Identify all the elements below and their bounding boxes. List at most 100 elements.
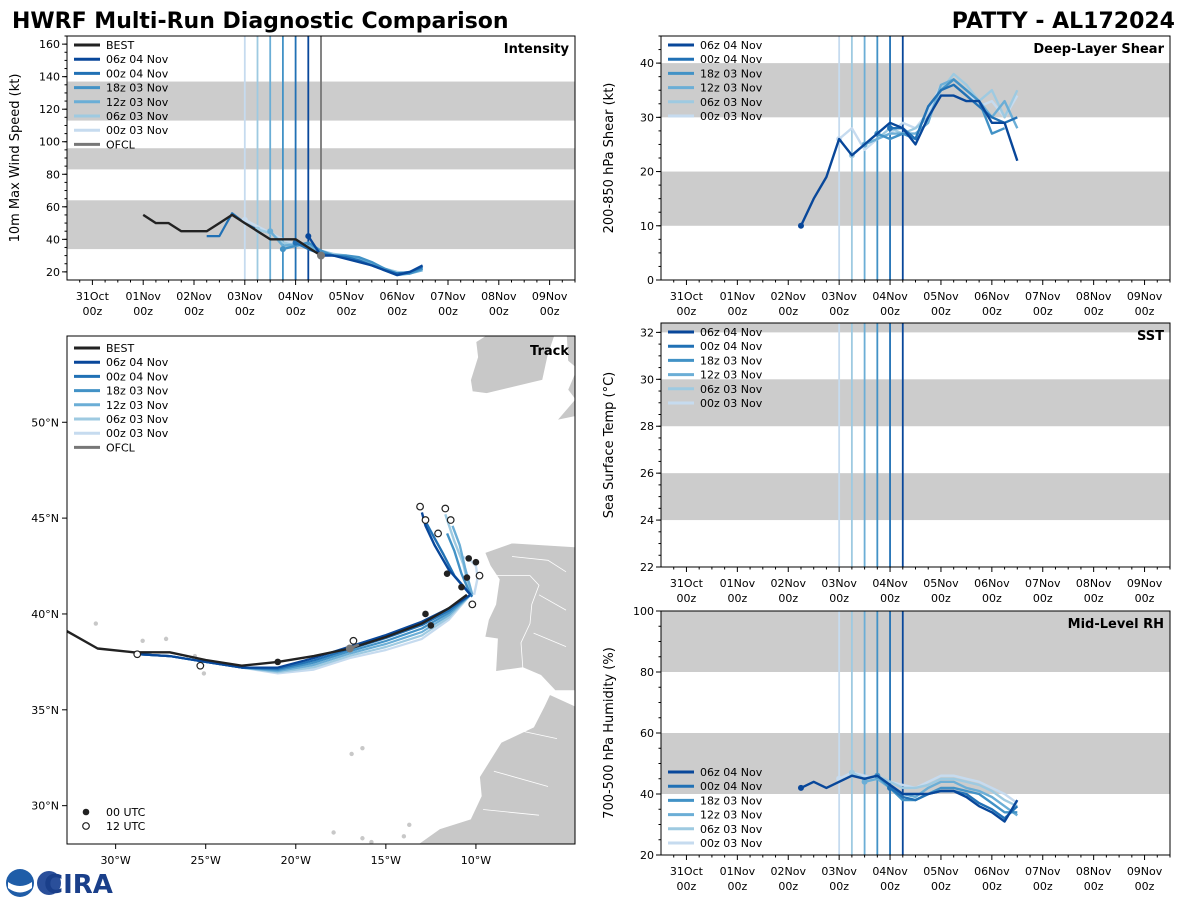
- track-ytick-label: 30°N: [31, 800, 59, 813]
- sst-plot-area: [661, 323, 1170, 567]
- intensity-xtick-label: 02Nov: [176, 290, 212, 303]
- intensity-xtick-hour: 00z: [83, 305, 103, 318]
- island-shape: [93, 621, 99, 626]
- sst-xtick-hour: 00z: [778, 592, 798, 605]
- shear-xtick-label: 07Nov: [1025, 290, 1061, 303]
- track-point-00utc: [458, 583, 465, 591]
- border-line: [493, 770, 549, 787]
- intensity-xtick-hour: 00z: [438, 305, 458, 318]
- track-point-12utc: [475, 571, 484, 580]
- sst-ytick-label: 22: [640, 561, 654, 574]
- shear-xtick-label: 04Nov: [872, 290, 908, 303]
- border-line: [495, 575, 540, 668]
- shear-series-line: [799, 94, 1019, 227]
- track-point-12utc: [434, 529, 442, 538]
- rh-ytick-label: 100: [633, 605, 654, 618]
- shear-ytick-label: 40: [640, 57, 654, 70]
- track-legend-label: OFCL: [106, 441, 136, 454]
- shear-band: [661, 63, 1170, 118]
- shear-xtick-hour: 00z: [982, 305, 1002, 318]
- dot-legend-filled-marker: [82, 808, 90, 816]
- sst-xtick-hour: 00z: [1033, 592, 1053, 605]
- intensity-xtick-hour: 00z: [133, 305, 153, 318]
- rh-ytick-label: 60: [640, 727, 654, 740]
- rh-xtick-label: 05Nov: [923, 865, 959, 878]
- rh-band: [661, 611, 1170, 672]
- track-ytick-label: 50°N: [31, 416, 59, 429]
- shear-ytick-label: 10: [640, 220, 654, 233]
- rh-xtick-hour: 00z: [778, 880, 798, 893]
- track-legend-label: 06z 03 Nov: [106, 413, 169, 426]
- shear-xtick-label: 03Nov: [821, 290, 857, 303]
- sst-xtick-label: 03Nov: [821, 577, 857, 590]
- rh-xtick-label: 03Nov: [821, 865, 857, 878]
- rh-legend-label: 18z 03 Nov: [700, 794, 763, 807]
- intensity-series-start-point: [305, 233, 312, 240]
- track-point-12utc: [421, 516, 430, 524]
- rh-xtick-hour: 00z: [982, 880, 1002, 893]
- dot-legend-open-label: 12 UTC: [106, 820, 146, 833]
- sst-xtick-hour: 00z: [829, 592, 849, 605]
- track-run-line: [451, 525, 474, 596]
- intensity-ytick-label: 40: [46, 233, 60, 246]
- track-ofcl-point: [345, 644, 354, 653]
- sst-legend-label: 06z 04 Nov: [700, 326, 763, 339]
- track-point-00utc: [274, 658, 282, 666]
- track-run-line: [445, 532, 472, 596]
- rh-ylabel: 700-500 hPa Humidity (%): [602, 647, 617, 819]
- sst-xtick-label: 07Nov: [1025, 577, 1061, 590]
- track-title: Track: [530, 344, 569, 359]
- intensity-legend-label: 06z 04 Nov: [106, 53, 169, 66]
- intensity-xtick-hour: 00z: [337, 305, 357, 318]
- track-legend-label: BEST: [106, 342, 134, 355]
- rh-xtick-label: 06Nov: [974, 865, 1010, 878]
- sst-xtick-hour: 00z: [727, 592, 747, 605]
- rh-xtick-hour: 00z: [1033, 880, 1053, 893]
- rh-series-line: [876, 774, 1018, 814]
- sst-xtick-label: 06Nov: [974, 577, 1010, 590]
- intensity-series-start-point: [267, 228, 274, 235]
- intensity-series-start-point: [279, 246, 286, 253]
- island-shape: [401, 834, 407, 839]
- sst-xtick-hour: 00z: [677, 592, 697, 605]
- intensity-ytick-label: 80: [46, 168, 60, 181]
- track-point-00utc: [465, 555, 473, 562]
- shear-xtick-hour: 00z: [829, 305, 849, 318]
- intensity-ytick-label: 140: [39, 71, 60, 84]
- sst-ytick-label: 32: [640, 326, 654, 339]
- track-xtick-label: 30°W: [100, 854, 130, 867]
- track-point-00utc: [443, 570, 451, 578]
- rh-series-start-point: [861, 778, 868, 785]
- shear-legend-label: 00z 03 Nov: [700, 110, 763, 123]
- rh-xtick-hour: 00z: [1084, 880, 1104, 893]
- sst-ytick-label: 30: [640, 373, 654, 386]
- rh-legend-label: 06z 04 Nov: [700, 766, 763, 779]
- shear-ytick-label: 0: [647, 274, 654, 287]
- island-shape: [140, 638, 145, 643]
- shear-xtick-hour: 00z: [677, 305, 697, 318]
- intensity-xtick-hour: 00z: [235, 305, 255, 318]
- shear-series-line: [890, 83, 1018, 141]
- sst-xtick-hour: 00z: [880, 592, 900, 605]
- rh-xtick-hour: 00z: [1135, 880, 1155, 893]
- figure-title: HWRF Multi-Run Diagnostic Comparison: [12, 9, 509, 34]
- track-point-12utc: [133, 650, 142, 659]
- intensity-legend-label: 06z 03 Nov: [106, 110, 169, 123]
- shear-legend-label: 06z 04 Nov: [700, 39, 763, 52]
- track-point-12utc: [468, 600, 477, 609]
- intensity-series-line: [307, 235, 424, 277]
- shear-ytick-label: 30: [640, 111, 654, 124]
- track-xtick-label: 25°W: [191, 854, 221, 867]
- noaa-wave-icon: [8, 882, 32, 893]
- sst-ytick-label: 26: [640, 467, 654, 480]
- track-run-line: [444, 513, 472, 596]
- shear-legend-label: 18z 03 Nov: [700, 67, 763, 80]
- intensity-xtick-label: 07Nov: [430, 290, 466, 303]
- track-point-00utc: [463, 574, 471, 581]
- rh-series-start-point: [848, 769, 855, 776]
- rh-xtick-label: 08Nov: [1076, 865, 1112, 878]
- rh-xtick-label: 31Oct: [670, 865, 704, 878]
- shear-legend-label: 00z 04 Nov: [700, 53, 763, 66]
- rh-legend-label: 00z 04 Nov: [700, 780, 763, 793]
